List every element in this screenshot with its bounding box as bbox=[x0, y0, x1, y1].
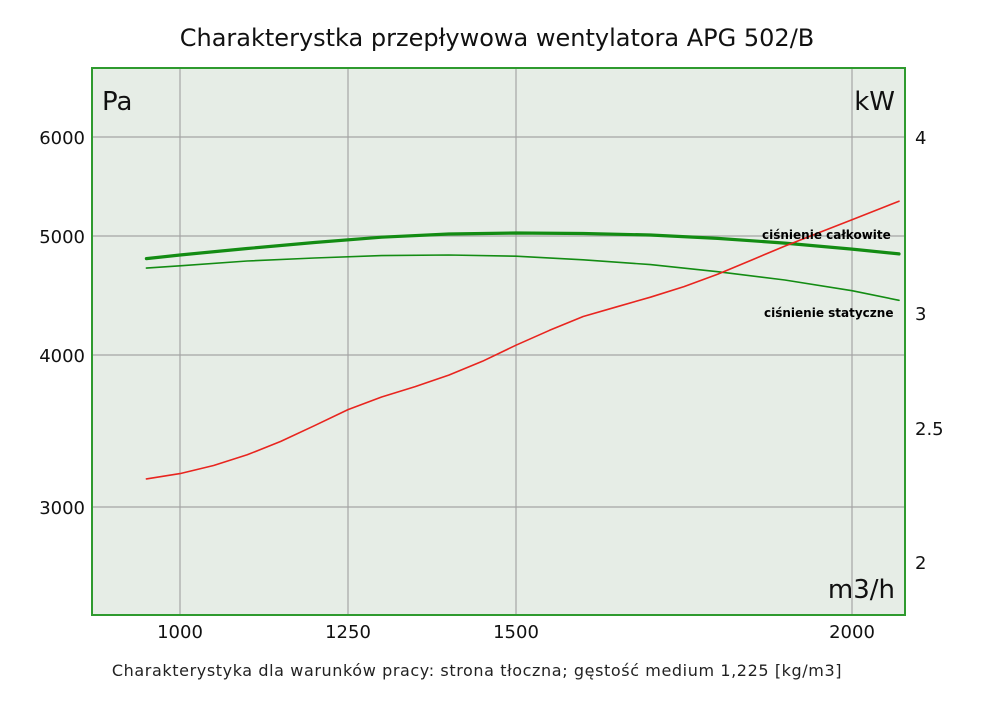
series-total-pressure bbox=[144, 231, 901, 261]
y-right-tick-3: 3 bbox=[915, 304, 926, 325]
x-tick-2000: 2000 bbox=[829, 622, 875, 643]
chart-caption: Charakterystyka dla warunków pracy: stro… bbox=[112, 661, 842, 680]
y-right-unit: kW bbox=[854, 87, 895, 117]
y-left-unit: Pa bbox=[102, 87, 132, 117]
chart-title: Charakterystka przepływowa wentylatora A… bbox=[180, 24, 815, 52]
grid-lines bbox=[92, 68, 905, 615]
y-left-tick-6000: 6000 bbox=[39, 128, 85, 149]
label-static-pressure: ciśnienie statyczne bbox=[764, 306, 893, 320]
label-total-pressure: ciśnienie całkowite bbox=[762, 228, 891, 242]
y-right-tick-2.5: 2.5 bbox=[915, 419, 944, 440]
x-tick-1000: 1000 bbox=[157, 622, 203, 643]
plot-frame bbox=[91, 67, 906, 616]
y-right-tick-4: 4 bbox=[915, 128, 926, 149]
x-tick-1500: 1500 bbox=[493, 622, 539, 643]
tick-labels: 1000 1250 1500 2000 3000 4000 5000 6000 2 2.5 3 4 bbox=[39, 128, 943, 643]
plot-area bbox=[92, 68, 905, 615]
y-right-tick-2: 2 bbox=[915, 553, 926, 574]
y-left-tick-3000: 3000 bbox=[39, 498, 85, 519]
series-static-pressure bbox=[145, 254, 900, 302]
series-power bbox=[145, 200, 900, 480]
series-layer bbox=[144, 200, 901, 480]
y-left-tick-4000: 4000 bbox=[39, 346, 85, 367]
x-unit: m3/h bbox=[828, 575, 895, 605]
y-left-tick-5000: 5000 bbox=[39, 227, 85, 248]
x-tick-1250: 1250 bbox=[325, 622, 371, 643]
